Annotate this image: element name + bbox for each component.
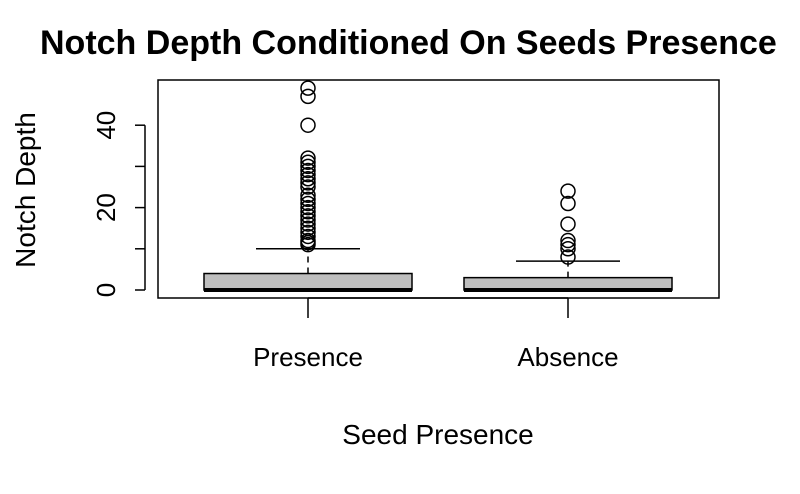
- outlier-absence-0: [560, 249, 576, 265]
- plot-frame: [157, 79, 720, 299]
- outlier-presence-14: [300, 179, 316, 195]
- outlier-presence-4: [300, 224, 316, 241]
- outlier-presence-10: [300, 199, 316, 216]
- outlier-presence-15: [300, 175, 316, 191]
- outlier-absence-4: [560, 216, 576, 232]
- outlier-presence-23: [300, 88, 316, 105]
- outlier-presence-24: [300, 80, 316, 96]
- plot-area: 0 20 40 Presence Absence: [91, 79, 720, 372]
- outlier-absence-2: [560, 236, 576, 253]
- box-presence: [203, 272, 413, 291]
- outlier-presence-6: [300, 216, 316, 232]
- outlier-absence-1: [560, 241, 576, 257]
- outlier-presence-17: [300, 166, 316, 183]
- y-tick-label-0: 0: [91, 283, 121, 297]
- outlier-presence-3: [300, 228, 316, 245]
- y-tick-label-20: 20: [91, 193, 121, 222]
- outlier-presence-18: [300, 162, 316, 179]
- outlier-absence-3: [560, 232, 576, 249]
- x-tick-label-presence: Presence: [253, 342, 363, 372]
- x-axis-label: Seed Presence: [342, 419, 533, 450]
- outlier-presence-9: [300, 203, 316, 220]
- outlier-presence-11: [300, 195, 316, 212]
- chart-title: Notch Depth Conditioned On Seeds Presenc…: [40, 24, 777, 62]
- outlier-presence-12: [300, 191, 316, 208]
- outlier-presence-22: [300, 117, 316, 133]
- outlier-presence-19: [300, 158, 316, 175]
- y-axis-label: Notch Depth: [10, 112, 41, 268]
- outlier-presence-8: [300, 208, 316, 224]
- x-tick-label-absence: Absence: [517, 342, 618, 372]
- outlier-presence-13: [300, 187, 316, 203]
- y-tick-label-40: 40: [91, 111, 121, 140]
- outlier-presence-16: [300, 171, 316, 187]
- outlier-presence-21: [300, 150, 316, 166]
- outlier-absence-6: [560, 183, 576, 199]
- outlier-presence-7: [300, 212, 316, 228]
- outlier-presence-5: [300, 220, 316, 236]
- outlier-absence-5: [560, 195, 576, 212]
- outlier-presence-2: [300, 232, 316, 249]
- outlier-presence-20: [300, 154, 316, 171]
